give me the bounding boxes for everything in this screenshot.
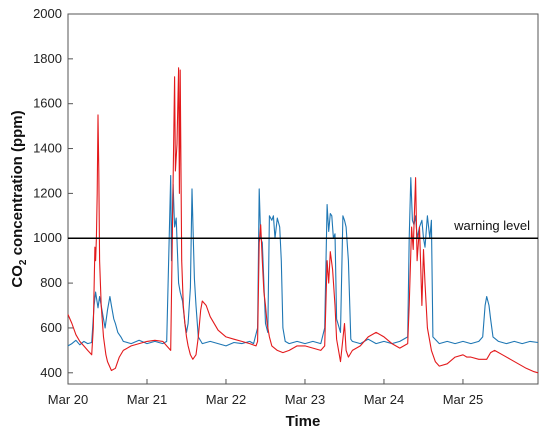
y-axis-title-main: CO bbox=[9, 265, 26, 288]
y-tick-label: 400 bbox=[40, 365, 62, 380]
y-tick-label: 2000 bbox=[33, 6, 62, 21]
x-tick-label: Mar 21 bbox=[127, 392, 167, 407]
series-group bbox=[67, 67, 539, 374]
x-tick-label: Mar 24 bbox=[364, 392, 404, 407]
warning-level-group: warning level bbox=[68, 218, 538, 239]
y-tick-label: 1800 bbox=[33, 51, 62, 66]
y-tick-label: 800 bbox=[40, 275, 62, 290]
y-axis-title-rest: concentration (ppm) bbox=[9, 110, 26, 259]
series-line-1 bbox=[67, 174, 539, 347]
x-tick-label: Mar 20 bbox=[48, 392, 88, 407]
y-axis-ticks: 400 600 800 1000 1200 1400 1600 1800 2000 bbox=[33, 6, 73, 380]
series-line-2 bbox=[67, 67, 539, 374]
plot-area bbox=[67, 13, 539, 385]
y-tick-label: 1000 bbox=[33, 230, 62, 245]
y-axis-title-subscript: 2 bbox=[18, 259, 29, 265]
x-axis-ticks: Mar 20 Mar 21 Mar 22 Mar 23 Mar 24 Mar 25 bbox=[48, 379, 483, 407]
y-tick-label: 1400 bbox=[33, 141, 62, 156]
y-tick-label: 1200 bbox=[33, 185, 62, 200]
warning-level-label: warning level bbox=[453, 218, 530, 233]
x-tick-label: Mar 22 bbox=[206, 392, 246, 407]
x-tick-label: Mar 25 bbox=[443, 392, 483, 407]
y-tick-label: 600 bbox=[40, 320, 62, 335]
y-tick-label: 1600 bbox=[33, 96, 62, 111]
x-axis-title: Time bbox=[286, 413, 321, 430]
x-tick-label: Mar 23 bbox=[285, 392, 325, 407]
y-axis-title: CO2 concentration (ppm) bbox=[9, 110, 29, 287]
